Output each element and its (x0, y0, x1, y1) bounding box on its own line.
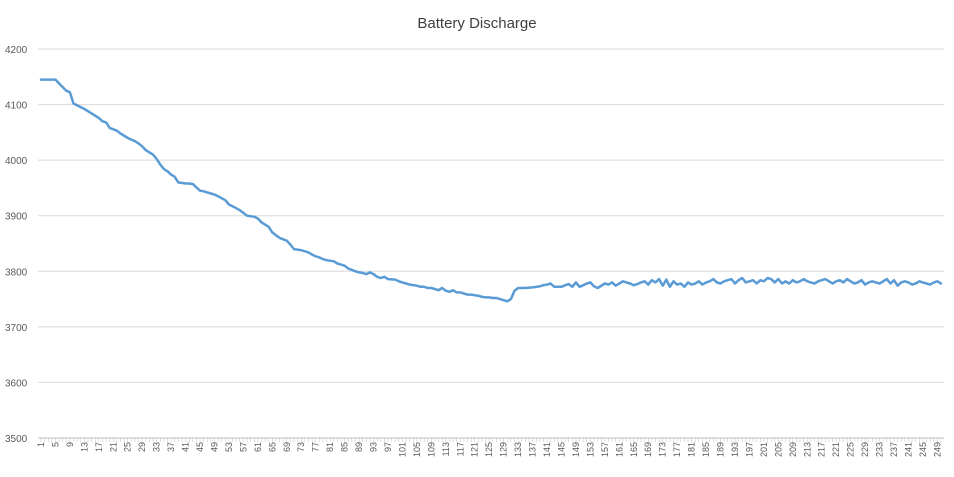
x-tick-label: 197 (744, 442, 754, 457)
x-tick-label: 21 (108, 442, 118, 452)
x-tick-label: 77 (311, 442, 321, 452)
x-tick-label: 125 (484, 442, 494, 457)
x-tick-label: 53 (224, 442, 234, 452)
x-tick-label: 73 (296, 442, 306, 452)
x-tick-label: 49 (209, 442, 219, 452)
x-tick-label: 129 (499, 442, 509, 457)
x-tick-label: 245 (918, 442, 928, 457)
y-tick-label: 4100 (5, 101, 28, 112)
x-tick-label: 181 (687, 442, 697, 457)
x-tick-label: 185 (701, 442, 711, 457)
x-tick-label: 65 (267, 442, 277, 452)
x-tick-label: 229 (860, 442, 870, 457)
x-tick-label: 213 (802, 442, 812, 457)
x-tick-label: 45 (195, 442, 205, 452)
x-tick-label: 217 (817, 442, 827, 457)
x-tick-label: 165 (629, 442, 639, 457)
x-tick-label: 109 (426, 442, 436, 457)
chart-title: Battery Discharge (417, 15, 536, 32)
x-tick-label: 33 (152, 442, 162, 452)
x-tick-label: 29 (137, 442, 147, 452)
x-tick-label: 173 (658, 442, 668, 457)
x-tick-label: 69 (282, 442, 292, 452)
x-tick-label: 1 (36, 442, 46, 447)
y-tick-label: 4000 (5, 156, 28, 167)
x-tick-label: 93 (369, 442, 379, 452)
data-series (39, 78, 943, 303)
x-tick-label: 85 (340, 442, 350, 452)
x-tick-label: 37 (166, 442, 176, 452)
x-tick-label: 25 (123, 442, 133, 452)
x-tick-label: 89 (354, 442, 364, 452)
x-tick-label: 17 (94, 442, 104, 452)
x-tick-label: 9 (65, 442, 75, 447)
x-tick-label: 145 (556, 442, 566, 457)
x-tick-label: 41 (181, 442, 191, 452)
x-axis (38, 437, 944, 442)
y-tick-label: 3500 (5, 434, 28, 445)
x-tick-label: 161 (614, 442, 624, 457)
x-tick-label: 157 (600, 442, 610, 457)
x-tick-label: 13 (79, 442, 89, 452)
x-tick-label: 133 (513, 442, 523, 457)
x-tick-label: 237 (889, 442, 899, 457)
x-tick-label: 101 (397, 442, 407, 457)
x-tick-label: 233 (875, 442, 885, 457)
x-axis-tick-labels: 1 5 9 13 17 21 25 29 33 37 41 45 49 53 57 61 65 69 73 77 81 8… (36, 442, 942, 457)
x-tick-label: 249 (932, 442, 942, 457)
x-tick-label: 137 (528, 442, 538, 457)
x-tick-label: 225 (846, 442, 856, 457)
x-tick-label: 177 (672, 442, 682, 457)
x-tick-label: 121 (470, 442, 480, 457)
x-tick-label: 209 (788, 442, 798, 457)
series-line-1 (39, 78, 943, 303)
x-tick-label: 5 (50, 442, 60, 447)
x-tick-label: 205 (773, 442, 783, 457)
x-tick-label: 141 (542, 442, 552, 457)
x-tick-label: 153 (585, 442, 595, 457)
gridlines (38, 48, 944, 383)
x-tick-label: 105 (412, 442, 422, 457)
x-tick-label: 193 (730, 442, 740, 457)
x-tick-label: 113 (441, 442, 451, 456)
x-tick-label: 61 (253, 442, 263, 452)
y-tick-label: 3800 (5, 267, 28, 278)
x-tick-label: 97 (383, 442, 393, 452)
x-tick-label: 201 (759, 442, 769, 457)
y-tick-label: 3900 (5, 212, 28, 223)
x-tick-label: 169 (643, 442, 653, 457)
y-tick-label: 3700 (5, 323, 28, 334)
x-tick-label: 189 (716, 442, 726, 457)
x-tick-label: 117 (455, 442, 465, 456)
x-tick-label: 81 (325, 442, 335, 452)
y-tick-label: 3600 (5, 378, 28, 389)
x-tick-label: 241 (903, 442, 913, 457)
y-axis-tick-labels: 3500 3600 3700 3800 3900 4000 4100 4200 (5, 45, 28, 445)
y-tick-label: 4200 (5, 45, 28, 56)
x-tick-label: 221 (831, 442, 841, 457)
x-tick-label: 149 (571, 442, 581, 457)
x-tick-label: 57 (238, 442, 248, 452)
